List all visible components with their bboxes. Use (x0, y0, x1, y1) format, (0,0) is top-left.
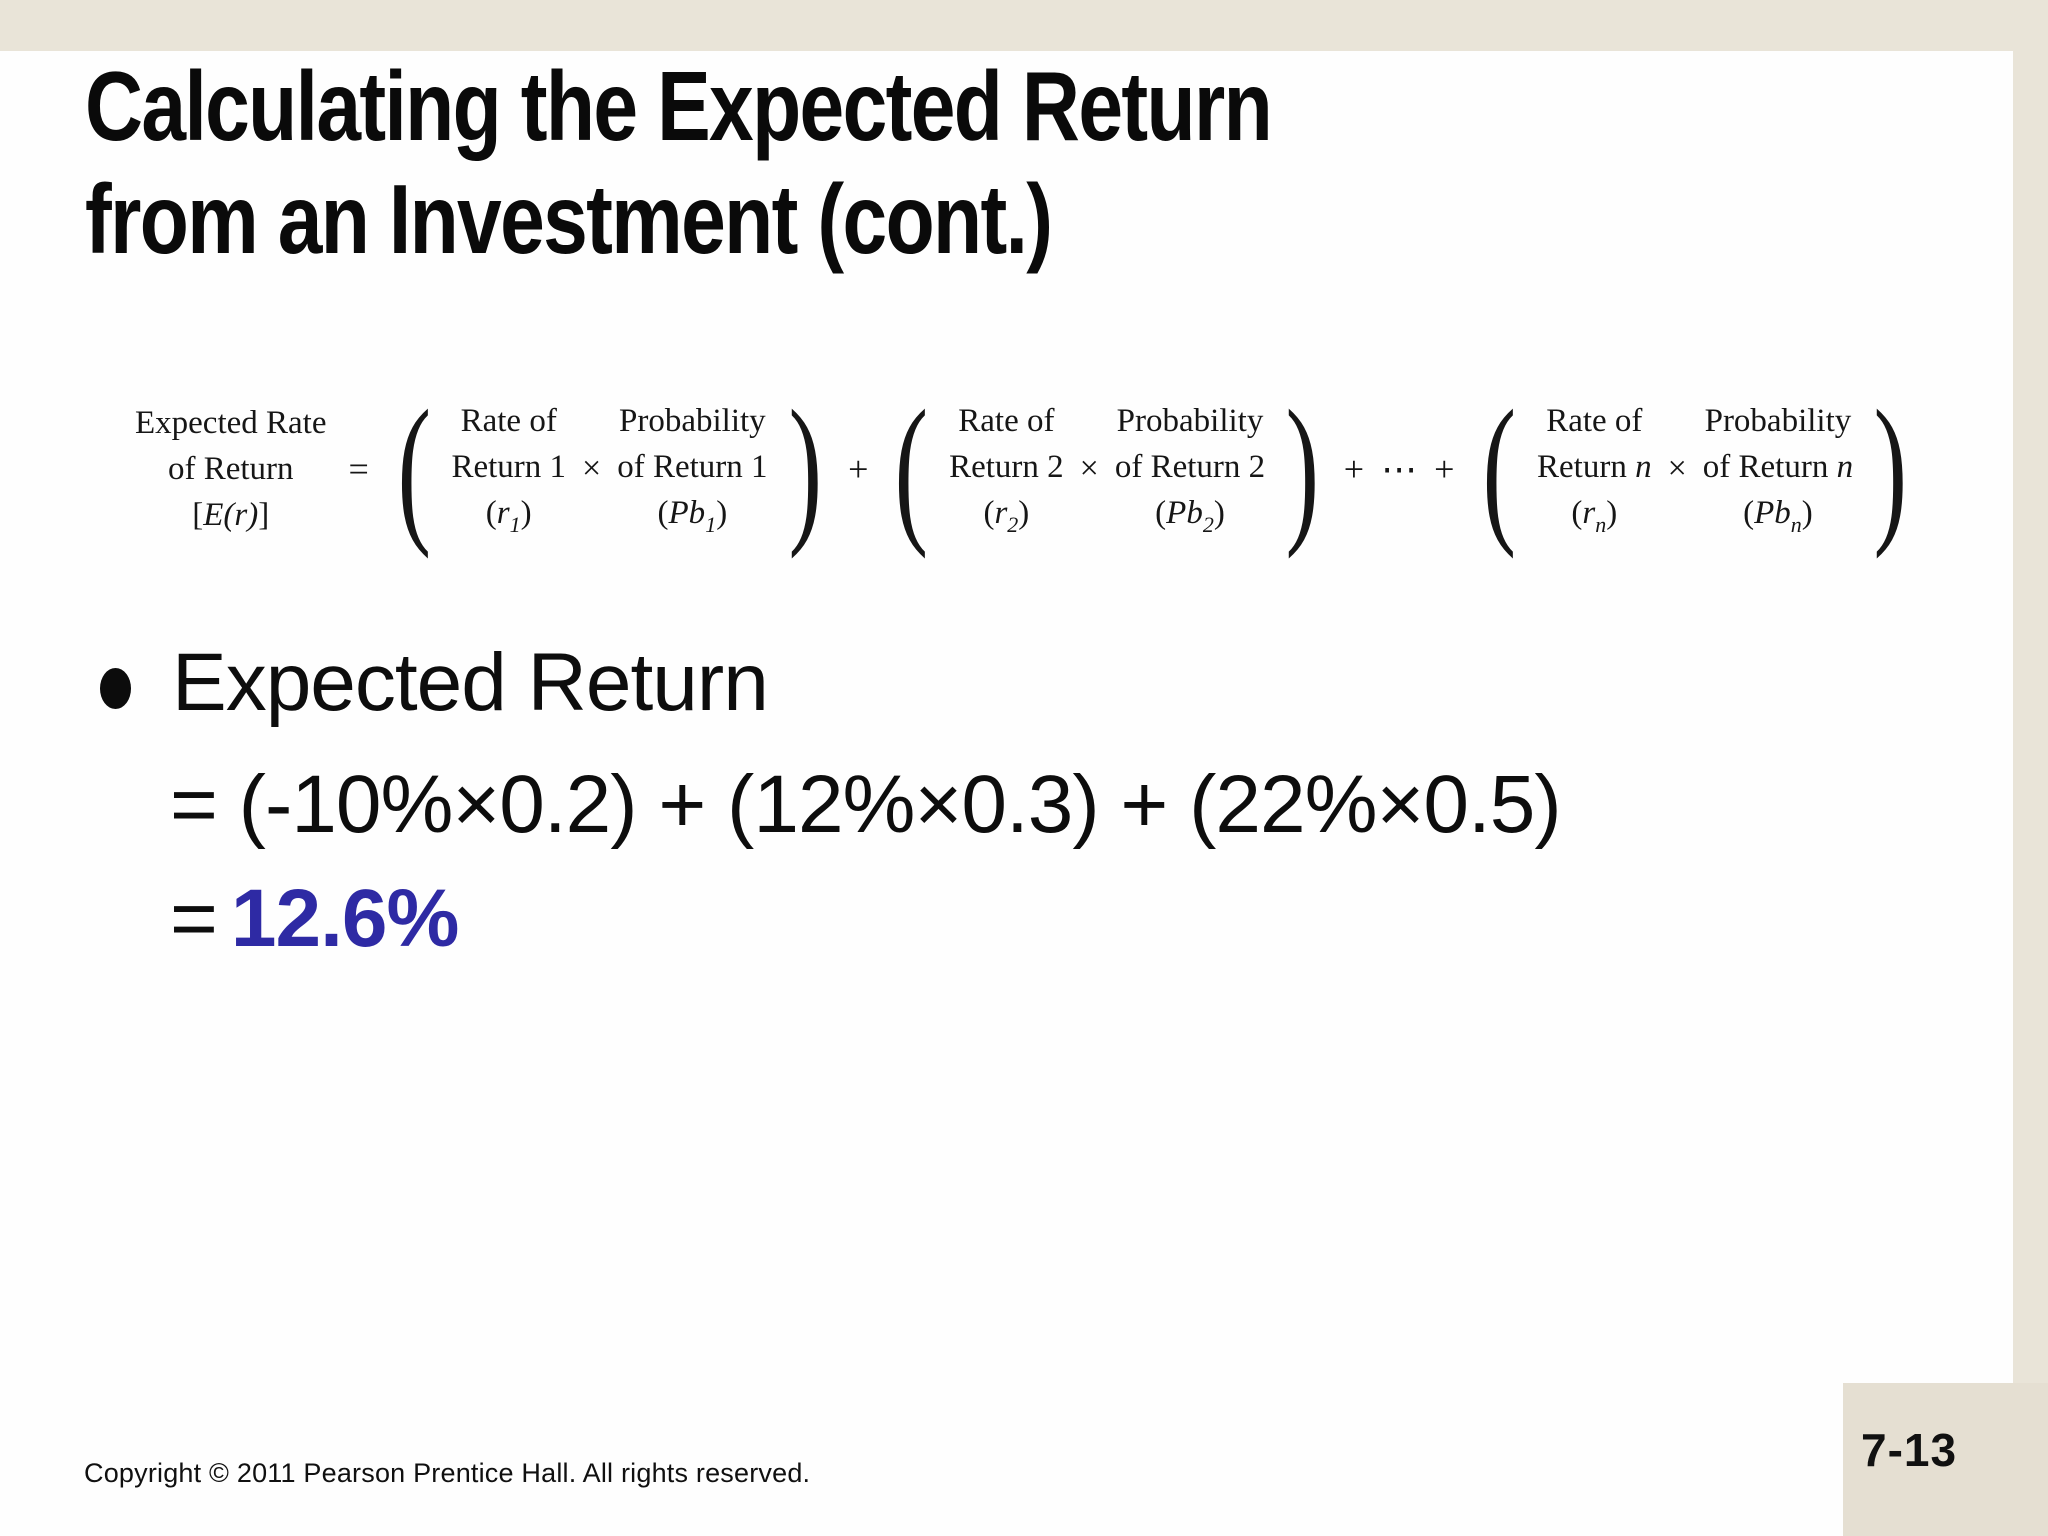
bullet-heading: Expected Return (172, 637, 769, 728)
term2-rate-line2: Return 2 (949, 444, 1064, 490)
formula-term-2: ( Rate of Return 2 (r2) × Probability of… (888, 385, 1325, 550)
termn-prob-symbol: (Pbn) (1743, 490, 1813, 539)
paren: ) (1213, 495, 1225, 531)
plus-ellipsis-plus: + ⋯ + (1343, 448, 1459, 489)
equals-sign: = (348, 448, 369, 489)
termn-rate-symbol: (rn) (1571, 490, 1617, 539)
term2-prob-line2-text: of Return 2 (1114, 449, 1266, 485)
var-r: r (496, 495, 510, 531)
paren: ( (1155, 495, 1167, 531)
expected-return-formula: Expected Rate of Return [E(r)] = ( Rate … (135, 385, 1914, 550)
termn-prob-line2: of Return n (1703, 444, 1853, 490)
paren-close: ) (1285, 376, 1320, 560)
termn-rate-column: Rate of Return n (rn) (1537, 398, 1652, 539)
page-number-box: 7-13 (1843, 1383, 2048, 1536)
bullet-equation: = (-10%×0.2) + (12%×0.3) + (22%×0.5) (170, 759, 1562, 850)
term1-prob-symbol: (Pb1) (658, 490, 728, 539)
lhs-expected-symbol: E(r) (203, 496, 259, 533)
frame-top-strip (0, 0, 2048, 51)
sub-1: 1 (705, 512, 717, 537)
paren: ( (485, 495, 497, 531)
sub-2: 2 (1202, 512, 1214, 537)
termn-probability-column: Probability of Return n (Pbn) (1703, 398, 1853, 539)
paren: ( (983, 495, 995, 531)
var-r: r (994, 495, 1008, 531)
term2-rate-line2-text: Return 2 (949, 449, 1064, 485)
termn-rate-line2: Return n (1537, 444, 1652, 490)
paren-open: ( (1482, 376, 1517, 560)
term2-prob-line2: of Return 2 (1115, 444, 1265, 490)
result-equals: = (170, 873, 218, 964)
term2-prob-symbol: (Pb2) (1155, 490, 1225, 539)
paren-close: ) (1873, 376, 1908, 560)
formula-term-n: ( Rate of Return n (rn) × Probability of… (1476, 385, 1913, 550)
termn-prob-line2-text: of Return (1702, 449, 1837, 485)
lhs-line-2: of Return (167, 450, 294, 487)
term2-rate-column: Rate of Return 2 (r2) (949, 398, 1064, 539)
term2-probability-column: Probability of Return 2 (Pb2) (1115, 398, 1265, 539)
termn-rate-line2-var: n (1635, 449, 1652, 485)
term1-prob-line2-text: of Return 1 (617, 449, 768, 485)
times-sign: × (582, 449, 602, 487)
formula-term-1: ( Rate of Return 1 (r1) × Probability of… (391, 385, 828, 550)
page-title: Calculating the Expected Return from an … (85, 50, 1273, 276)
var-pb: Pb (1754, 495, 1791, 531)
term1-prob-line2: of Return 1 (617, 444, 767, 490)
page-number: 7-13 (1861, 1424, 1958, 1476)
lhs-bracket-open: [ (192, 496, 204, 533)
paren: ) (1606, 495, 1618, 531)
term2-rate-line1: Rate of (958, 403, 1055, 439)
paren: ) (1801, 495, 1813, 531)
paren-open: ( (894, 376, 929, 560)
term1-probability-column: Probability of Return 1 (Pb1) (617, 398, 767, 539)
paren-open: ( (397, 376, 431, 560)
plus-sign: + (848, 448, 869, 489)
lhs-bracket-close: ] (258, 496, 270, 533)
copyright-text: Copyright © 2011 Pearson Prentice Hall. … (84, 1458, 811, 1488)
title-line-2: from an Investment (cont.) (85, 164, 1053, 274)
paren: ) (1018, 495, 1030, 531)
formula-lhs: Expected Rate of Return [E(r)] (135, 400, 327, 538)
termn-rate-line2-text: Return (1537, 449, 1636, 485)
title-line-1: Calculating the Expected Return (85, 51, 1273, 161)
paren: ) (520, 495, 532, 531)
term1-rate-line2: Return 1 (451, 444, 566, 490)
term1-rate-column: Rate of Return 1 (r1) (451, 398, 566, 539)
times-sign: × (1667, 449, 1687, 487)
term1-prob-line1: Probability (619, 403, 766, 439)
sub-2: 2 (1007, 512, 1019, 537)
sub-n: n (1790, 512, 1802, 537)
paren: ( (1743, 495, 1755, 531)
paren: ) (716, 495, 728, 531)
paren: ( (1571, 495, 1583, 531)
termn-prob-line1: Probability (1704, 403, 1852, 439)
var-pb: Pb (668, 495, 706, 531)
var-r: r (1582, 495, 1596, 531)
paren: ( (657, 495, 669, 531)
term1-rate-line2-text: Return 1 (451, 449, 567, 485)
result-value: 12.6% (230, 873, 460, 964)
sub-1: 1 (509, 512, 521, 537)
term1-rate-line1: Rate of (460, 403, 557, 439)
var-pb: Pb (1166, 495, 1203, 531)
lhs-line-1: Expected Rate (135, 404, 327, 441)
sub-n: n (1595, 512, 1607, 537)
term2-rate-symbol: (r2) (983, 490, 1029, 539)
termn-prob-line2-var: n (1836, 449, 1854, 485)
frame-right-strip (2013, 0, 2048, 1536)
term2-prob-line1: Probability (1116, 403, 1264, 439)
termn-rate-line1: Rate of (1546, 403, 1643, 439)
times-sign: × (1079, 449, 1099, 487)
bullet-dot (100, 668, 131, 709)
lhs-line-3: [E(r)] (192, 492, 269, 538)
bullet-result-line: = 12.6% (170, 872, 460, 966)
term1-rate-symbol: (r1) (486, 490, 532, 539)
paren-close: ) (788, 376, 822, 560)
